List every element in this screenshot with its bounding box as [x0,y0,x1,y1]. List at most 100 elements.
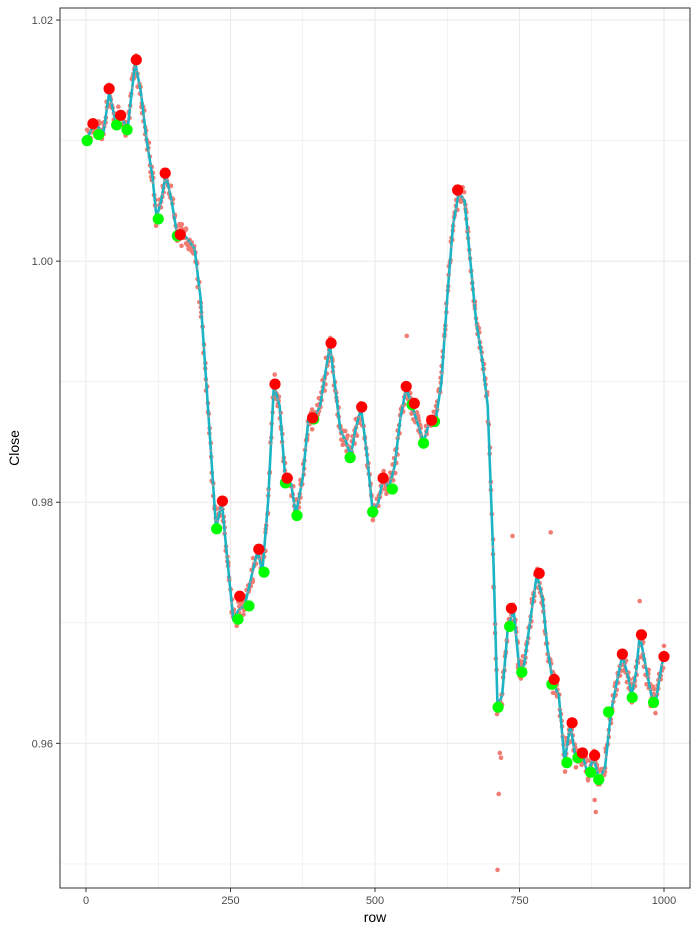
line-point [625,671,629,674]
line-point [364,443,367,446]
line-point [112,112,115,115]
line-point [461,197,464,200]
raw-point [179,243,184,249]
line-point [482,370,485,374]
raw-point [653,710,658,716]
line-point [420,433,423,436]
peak-point [87,118,99,130]
line-point [397,436,400,439]
peak-point [174,229,186,241]
trough-point [152,213,164,225]
raw-point [116,104,121,109]
x-axis: 0 250 500 750 1000 [83,888,676,907]
trough-point [93,128,105,141]
x-tick-label: 750 [510,895,528,907]
line-point [216,519,219,522]
line-point [281,442,284,445]
line-point [147,150,150,153]
line-point [265,522,268,525]
line-point [145,134,148,137]
line-point [644,663,647,667]
x-tick-label: 500 [366,895,384,907]
line-point [323,379,326,382]
line-point [221,507,224,510]
line-point [447,274,451,277]
line-point [394,455,397,458]
peak-point [452,184,464,196]
line-point [637,645,640,649]
raw-point [562,769,568,774]
line-point [378,495,381,498]
peak-point [635,629,648,641]
line-point [475,323,478,327]
peak-point [115,109,127,121]
line-point [635,669,638,673]
line-point [357,415,360,418]
line-point [390,478,393,481]
line-point [468,254,471,257]
line-point [408,397,411,400]
peak-point [377,472,389,484]
line-point [272,395,275,399]
line-point [542,609,545,612]
line-point [168,189,171,192]
line-point [595,769,599,772]
y-axis-title: Close [6,430,22,466]
peak-point [281,472,293,484]
line-point [251,571,254,574]
line-point [602,768,605,771]
line-point [339,428,342,432]
line-point [540,592,543,595]
line-point [320,393,323,397]
line-point [297,498,300,501]
line-point [304,446,307,450]
line-point [649,687,652,691]
raw-point [179,221,185,227]
raw-point [548,530,554,535]
line-point [558,707,562,710]
raw-point [309,427,315,432]
peak-point [505,602,518,614]
peak-point [159,167,171,179]
line-point [612,700,615,703]
line-point [336,409,340,412]
raw-point [183,226,189,231]
line-point [501,694,504,697]
raw-point [272,372,278,377]
line-point [528,621,531,624]
line-point [642,651,645,655]
peak-point [269,378,281,390]
line-point [491,545,495,548]
line-point [246,591,249,594]
raw-point [153,223,159,229]
line-point [128,107,132,110]
line-point [392,469,395,472]
line-point [484,390,488,393]
line-point [170,199,173,202]
line-point [158,203,162,207]
line-point [105,107,108,110]
line-point [401,404,404,407]
line-point [334,390,337,393]
line-point [438,392,441,395]
peak-point [548,673,560,686]
y-tick-label: 1.00 [32,256,53,268]
line-point [325,365,328,368]
line-point [205,380,208,383]
line-point [249,581,252,584]
raw-point [585,777,591,783]
plot-panel [59,7,691,889]
line-point [332,371,335,374]
line-point [239,607,243,610]
line-point [366,464,370,467]
peak-point [426,414,438,426]
raw-point [652,686,657,692]
line-point [299,486,303,489]
trough-point [111,119,123,131]
raw-point [637,598,643,604]
line-point [89,129,92,133]
line-point [188,241,192,244]
x-tick-label: 250 [221,895,239,907]
peak-point [216,495,229,507]
raw-point [494,711,500,717]
